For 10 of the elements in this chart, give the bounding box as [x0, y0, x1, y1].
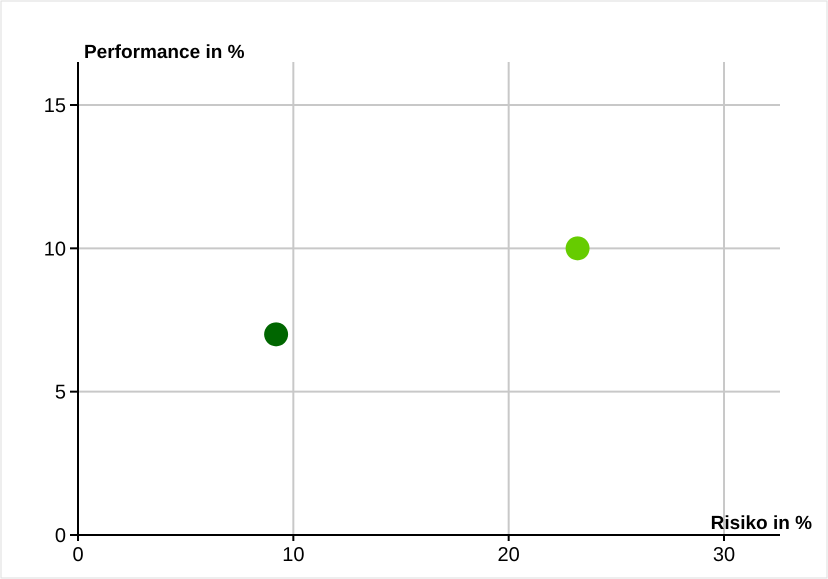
x-tick-label: 0	[72, 544, 84, 566]
y-tick-label: 0	[54, 525, 66, 547]
y-axis-title: Performance in %	[84, 42, 245, 63]
x-tick-label: 30	[712, 544, 736, 566]
x-tick-label: 10	[282, 544, 304, 566]
x-axis-title: Risiko in %	[710, 513, 812, 534]
y-tick-label: 5	[54, 382, 66, 404]
y-tick-label: 10	[44, 238, 66, 260]
x-tick-label: 20	[498, 544, 520, 566]
y-tick-label: 15	[44, 95, 66, 117]
